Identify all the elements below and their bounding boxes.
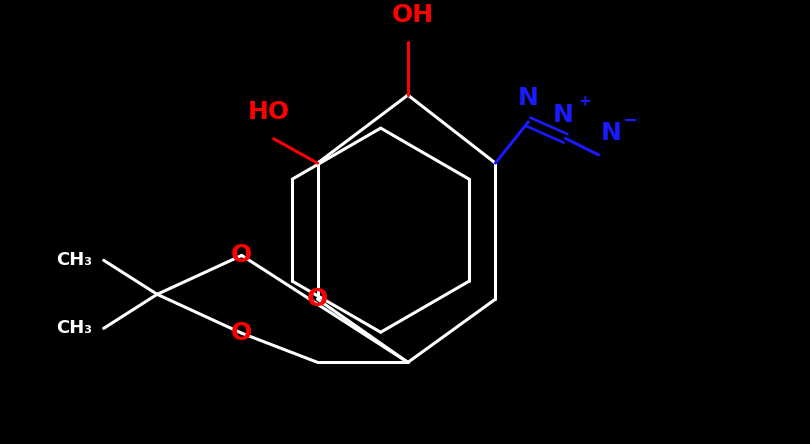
- Text: N: N: [553, 103, 574, 127]
- Text: N: N: [518, 86, 539, 110]
- Text: O: O: [231, 243, 253, 267]
- Text: O: O: [307, 287, 328, 311]
- Text: O: O: [231, 321, 253, 345]
- Text: CH₃: CH₃: [56, 251, 92, 270]
- Text: +: +: [578, 94, 591, 109]
- Text: HO: HO: [248, 100, 290, 124]
- Text: −: −: [622, 111, 637, 130]
- Text: OH: OH: [392, 3, 434, 27]
- Text: CH₃: CH₃: [56, 319, 92, 337]
- Text: N: N: [600, 121, 621, 145]
